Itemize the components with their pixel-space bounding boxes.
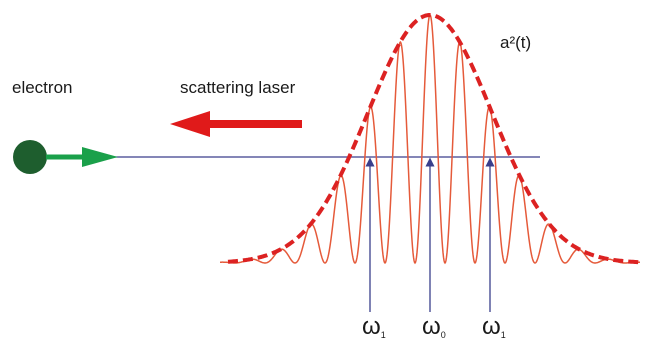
laser-label: scattering laser [180,78,296,97]
electron-label: electron [12,78,72,97]
electron-arrow-head [82,147,118,167]
omega-label-right: ω1 [482,313,506,340]
laser-arrow-head [170,111,210,137]
electron-dot [13,140,47,174]
omega-label-center: ω0 [422,313,446,340]
envelope-label: a²(t) [500,33,531,52]
omega-label-left: ω1 [362,313,386,340]
